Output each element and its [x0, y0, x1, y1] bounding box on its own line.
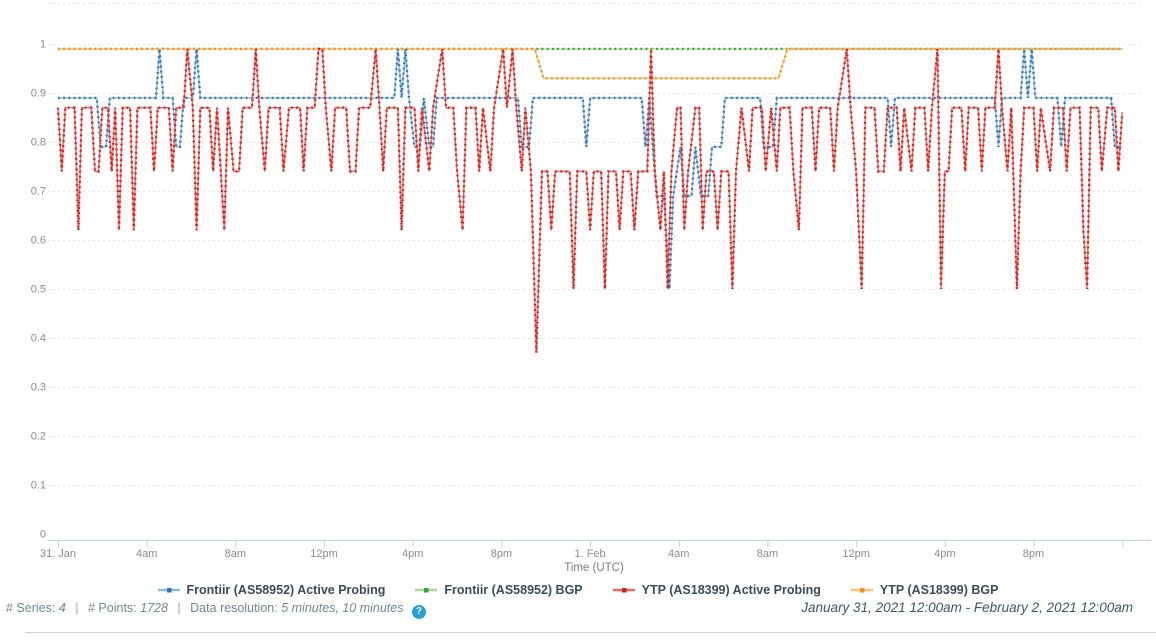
y-tick-label: 0.2: [31, 431, 46, 443]
date-range-label: January 31, 2021 12:00am - February 2, 2…: [801, 600, 1133, 615]
x-tick-label: 4pm: [402, 548, 423, 560]
points-count-label: # Points:: [88, 601, 137, 615]
legend-marker-icon: [612, 588, 635, 593]
x-tick-label: 12pm: [310, 548, 338, 560]
series-markers: [58, 48, 1123, 290]
x-tick-label: 4am: [136, 548, 157, 560]
x-tick-label: 31. Jan: [40, 548, 76, 560]
legend-label: YTP (AS18399) BGP: [879, 583, 999, 597]
x-tick-label: 4am: [668, 548, 689, 560]
chart-legend: Frontiir (AS58952) Active Probing Frontii…: [0, 583, 1156, 597]
legend-item-4[interactable]: YTP (AS18399) BGP: [850, 583, 999, 597]
timeseries-chart[interactable]: 0 0.1 0.2 0.3 0.4 0.5 0.6 0.7 0.8 0.9 1 31. Jan 4am 8…: [0, 0, 1156, 578]
separator: |: [75, 601, 79, 615]
y-tick-label: 0.4: [31, 333, 46, 345]
y-tick-label: 1: [40, 39, 46, 51]
x-tick-label: 8am: [757, 548, 778, 560]
y-tick-label: 0: [40, 529, 46, 541]
series-markers: [58, 47, 1123, 80]
series-markers: [56, 47, 1124, 353]
series-count-label: # Series:: [6, 601, 56, 615]
y-tick-label: 0.5: [31, 284, 46, 296]
resolution-value: 5 minutes, 10 minutes: [281, 601, 404, 615]
x-tick-label: 8pm: [1023, 548, 1044, 560]
y-tick-label: 0.3: [31, 382, 46, 394]
legend-item-3[interactable]: YTP (AS18399) Active Probing: [612, 583, 821, 597]
series-count-value: 4: [58, 601, 66, 615]
legend-label: Frontiir (AS58952) BGP: [444, 583, 583, 597]
x-tick-label: 4pm: [934, 548, 955, 560]
legend-marker-icon: [157, 588, 180, 593]
series-line: [58, 48, 1123, 290]
y-tick-label: 0.8: [31, 137, 46, 149]
series-line: [58, 48, 1123, 80]
x-tick-label: 12pm: [842, 548, 870, 560]
bottom-divider: [25, 632, 1156, 633]
points-count-value: 1728: [140, 601, 168, 615]
legend-marker-icon: [415, 588, 438, 593]
y-tick-label: 0.9: [31, 88, 46, 100]
resolution-label: Data resolution:: [190, 601, 278, 615]
legend-marker-icon: [850, 588, 873, 593]
series-line: [57, 48, 1123, 353]
y-tick-label: 0.6: [31, 235, 46, 247]
separator: |: [177, 601, 181, 615]
legend-item-2[interactable]: Frontiir (AS58952) BGP: [415, 583, 583, 597]
legend-item-1[interactable]: Frontiir (AS58952) Active Probing: [157, 583, 386, 597]
x-axis-title: Time (UTC): [564, 562, 624, 574]
x-tick-label: 8pm: [491, 548, 512, 560]
legend-label: YTP (AS18399) Active Probing: [641, 583, 821, 597]
x-tick-label: 1. Feb: [574, 548, 605, 560]
y-tick-label: 0.1: [31, 480, 46, 492]
help-icon[interactable]: ?: [411, 605, 426, 619]
y-tick-label: 0.7: [31, 186, 46, 198]
x-tick-label: 8am: [225, 548, 246, 560]
chart-stats: # Series: 4 | # Points: 1728 | Data reso…: [6, 601, 426, 619]
legend-label: Frontiir (AS58952) Active Probing: [186, 583, 386, 597]
